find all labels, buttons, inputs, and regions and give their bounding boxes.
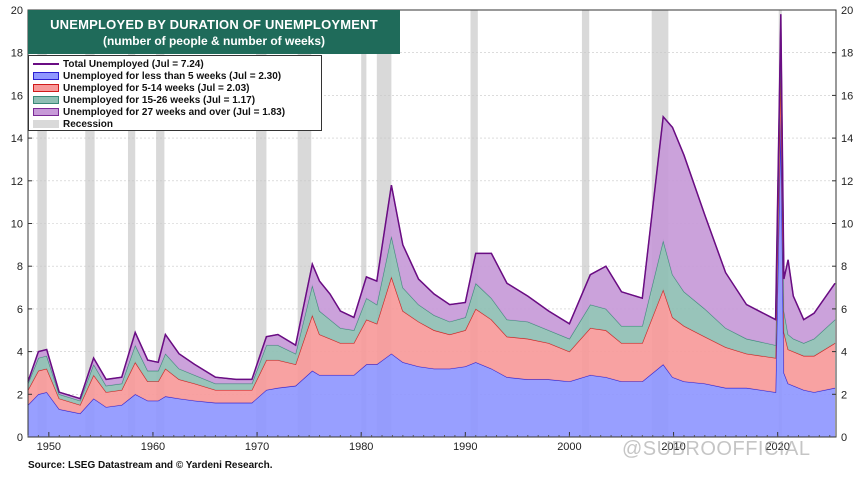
area-5-14-weeks bbox=[28, 61, 835, 414]
y-tick-label-right: 16 bbox=[841, 90, 853, 102]
recession-band bbox=[37, 10, 47, 437]
y-tick-label-right: 10 bbox=[841, 219, 853, 231]
x-tick-label: 1950 bbox=[37, 441, 61, 453]
y-tick-label-left: 14 bbox=[11, 133, 23, 145]
legend-swatch bbox=[33, 108, 59, 116]
source-note: Source: LSEG Datastream and © Yardeni Re… bbox=[28, 460, 273, 471]
legend-label: Unemployed for 15-26 weeks (Jul = 1.17) bbox=[63, 94, 256, 106]
y-tick-label-left: 16 bbox=[11, 90, 23, 102]
legend-item: Unemployed for less than 5 weeks (Jul = … bbox=[33, 70, 317, 82]
x-tick-label: 2010 bbox=[661, 441, 685, 453]
legend-swatch bbox=[33, 120, 59, 128]
legend-item: Total Unemployed (Jul = 7.24) bbox=[33, 58, 317, 70]
y-tick-label-right: 2 bbox=[841, 389, 847, 401]
y-tick-label-left: 10 bbox=[11, 219, 23, 231]
legend-label: Unemployed for 5-14 weeks (Jul = 2.03) bbox=[63, 82, 250, 94]
legend-item: Unemployed for 15-26 weeks (Jul = 1.17) bbox=[33, 94, 317, 106]
area-under-5-weeks bbox=[28, 116, 835, 438]
total-unemployed-line bbox=[27, 14, 836, 400]
legend-item: Unemployed for 5-14 weeks (Jul = 2.03) bbox=[33, 82, 317, 94]
recession-band bbox=[361, 10, 367, 437]
legend-label: Total Unemployed (Jul = 7.24) bbox=[63, 58, 204, 70]
y-tick-label-right: 8 bbox=[841, 261, 847, 273]
y-tick-label-left: 20 bbox=[11, 5, 23, 17]
chart-title: UNEMPLOYED BY DURATION OF UNEMPLOYMENT bbox=[50, 16, 378, 32]
legend-swatch bbox=[33, 63, 59, 65]
recession-band bbox=[470, 10, 478, 437]
x-tick-label: 1990 bbox=[453, 441, 477, 453]
y-tick-label-right: 6 bbox=[841, 304, 847, 316]
y-tick-label-left: 18 bbox=[11, 48, 23, 60]
chart-legend: Total Unemployed (Jul = 7.24) Unemployed … bbox=[28, 55, 322, 131]
legend-item: Recession bbox=[33, 118, 317, 130]
x-tick-label: 1960 bbox=[141, 441, 165, 453]
x-tick-label: 1970 bbox=[245, 441, 269, 453]
legend-swatch bbox=[33, 96, 59, 104]
y-tick-label-right: 18 bbox=[841, 48, 853, 60]
legend-swatch bbox=[33, 72, 59, 80]
legend-item: Unemployed for 27 weeks and over (Jul = … bbox=[33, 106, 317, 118]
legend-swatch bbox=[33, 84, 59, 92]
y-tick-label-right: 4 bbox=[841, 347, 847, 359]
legend-label: Unemployed for less than 5 weeks (Jul = … bbox=[63, 70, 282, 82]
chart-title-box: UNEMPLOYED BY DURATION OF UNEMPLOYMENT (… bbox=[28, 10, 400, 54]
legend-label: Recession bbox=[63, 118, 114, 130]
y-tick-label-left: 0 bbox=[17, 432, 23, 444]
x-tick-label: 2020 bbox=[765, 441, 789, 453]
chart-subtitle: (number of people & number of weeks) bbox=[102, 33, 326, 48]
legend-label: Unemployed for 27 weeks and over (Jul = … bbox=[63, 106, 286, 118]
y-tick-label-left: 12 bbox=[11, 176, 23, 188]
recession-band bbox=[127, 10, 136, 437]
y-tick-label-left: 4 bbox=[17, 347, 23, 359]
area-27-weeks-over bbox=[28, 14, 835, 401]
y-tick-label-left: 2 bbox=[17, 389, 23, 401]
y-tick-label-right: 14 bbox=[841, 133, 853, 145]
x-tick-label: 1980 bbox=[349, 441, 373, 453]
y-tick-label-right: 12 bbox=[841, 176, 853, 188]
y-tick-label-left: 6 bbox=[17, 304, 23, 316]
watermark: @SUBROOFFICIAL bbox=[622, 438, 811, 460]
y-tick-label-right: 20 bbox=[841, 5, 853, 17]
y-tick-label-left: 8 bbox=[17, 261, 23, 273]
y-tick-label-right: 0 bbox=[841, 432, 847, 444]
x-tick-label: 2000 bbox=[557, 441, 581, 453]
